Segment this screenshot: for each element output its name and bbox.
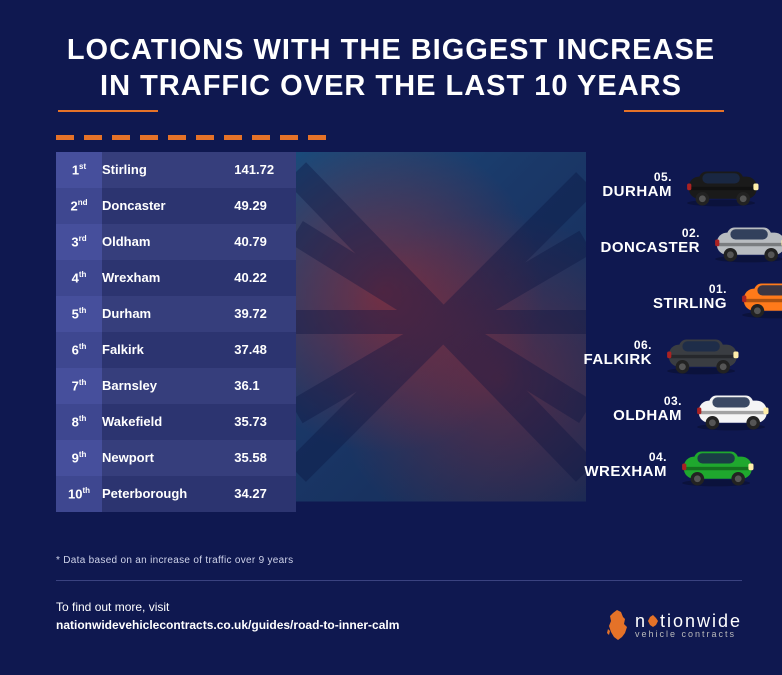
value-cell: 35.58 [234,440,296,476]
table-row: 6thFalkirk37.48 [56,332,296,368]
content-area: 1stStirling141.722ndDoncaster49.293rdOld… [0,146,782,512]
lane-label: 02.DONCASTER [600,227,700,257]
value-cell: 39.72 [234,296,296,332]
rank-cell: 3rd [56,224,102,260]
car-icon [682,164,767,208]
rank-cell: 9th [56,440,102,476]
find-out-more: To find out more, visit nationwidevehicl… [56,598,399,634]
race-graphic: 05.DURHAM 02.DONCASTER 01.STIRLING06.FALKI… [296,152,752,512]
lane-city: DONCASTER [600,239,700,256]
car-icon [677,444,762,488]
car-icon [692,388,777,432]
lane-label: 04.WREXHAM [584,451,667,481]
car-icon [710,220,782,264]
race-lane: 04.WREXHAM [584,444,762,488]
find-more-prompt: To find out more, visit [56,598,399,616]
table-row: 4thWrexham40.22 [56,260,296,296]
value-cell: 35.73 [234,404,296,440]
brand-part2: tionwide [660,611,742,631]
brand-logo: n tionwide vehicle contracts [605,609,742,641]
rank-cell: 6th [56,332,102,368]
dash-divider [56,135,782,140]
rank-cell: 5th [56,296,102,332]
location-name: Falkirk [102,332,234,368]
table-row: 5thDurham39.72 [56,296,296,332]
value-cell: 40.79 [234,224,296,260]
page-title: LOCATIONS WITH THE BIGGEST INCREASE IN T… [0,0,782,117]
crossing-lines [296,152,586,502]
footer-rule [56,580,742,581]
table-row: 10thPeterborough34.27 [56,476,296,512]
location-name: Wrexham [102,260,234,296]
value-cell: 37.48 [234,332,296,368]
location-name: Newport [102,440,234,476]
uk-map-icon [605,609,629,641]
rank-cell: 4th [56,260,102,296]
value-cell: 49.29 [234,188,296,224]
car-icon [737,276,782,320]
title-text: LOCATIONS WITH THE BIGGEST INCREASE IN T… [67,34,715,102]
rank-cell: 10th [56,476,102,512]
brand-sub: vehicle contracts [635,630,742,639]
car-icon [662,332,747,376]
table-row: 1stStirling141.72 [56,152,296,188]
lane-city: WREXHAM [584,463,667,480]
value-cell: 40.22 [234,260,296,296]
brand-part1: n [635,611,646,631]
title-rule-right [624,110,724,112]
lane-city: STIRLING [653,295,727,312]
location-name: Durham [102,296,234,332]
rankings-table: 1stStirling141.722ndDoncaster49.293rdOld… [56,152,296,512]
location-name: Barnsley [102,368,234,404]
value-cell: 141.72 [234,152,296,188]
table-row: 9thNewport35.58 [56,440,296,476]
rank-cell: 2nd [56,188,102,224]
location-name: Peterborough [102,476,234,512]
location-name: Oldham [102,224,234,260]
logo-dot-icon [646,614,660,628]
race-lane: 03.OLDHAM [613,388,777,432]
footnote: * Data based on an increase of traffic o… [56,555,293,566]
lane-label: 03.OLDHAM [613,395,682,425]
lane-city: FALKIRK [584,351,653,368]
find-more-link[interactable]: nationwidevehiclecontracts.co.uk/guides/… [56,616,399,634]
table-row: 7thBarnsley36.1 [56,368,296,404]
lane-city: OLDHAM [613,407,682,424]
value-cell: 34.27 [234,476,296,512]
location-name: Doncaster [102,188,234,224]
logo-text: n tionwide vehicle contracts [635,612,742,639]
rank-cell: 8th [56,404,102,440]
location-name: Wakefield [102,404,234,440]
table-row: 2ndDoncaster49.29 [56,188,296,224]
lane-label: 06.FALKIRK [584,339,653,369]
lane-city: DURHAM [602,183,672,200]
rank-cell: 7th [56,368,102,404]
lane-label: 01.STIRLING [653,283,727,313]
table-row: 3rdOldham40.79 [56,224,296,260]
race-lane: 06.FALKIRK [584,332,748,376]
race-lane: 02.DONCASTER [600,220,782,264]
title-rule-left [58,110,158,112]
table-row: 8thWakefield35.73 [56,404,296,440]
rank-cell: 1st [56,152,102,188]
lane-label: 05.DURHAM [602,171,672,201]
location-name: Stirling [102,152,234,188]
value-cell: 36.1 [234,368,296,404]
race-lane: 01.STIRLING [653,276,782,320]
race-lane: 05.DURHAM [602,164,767,208]
